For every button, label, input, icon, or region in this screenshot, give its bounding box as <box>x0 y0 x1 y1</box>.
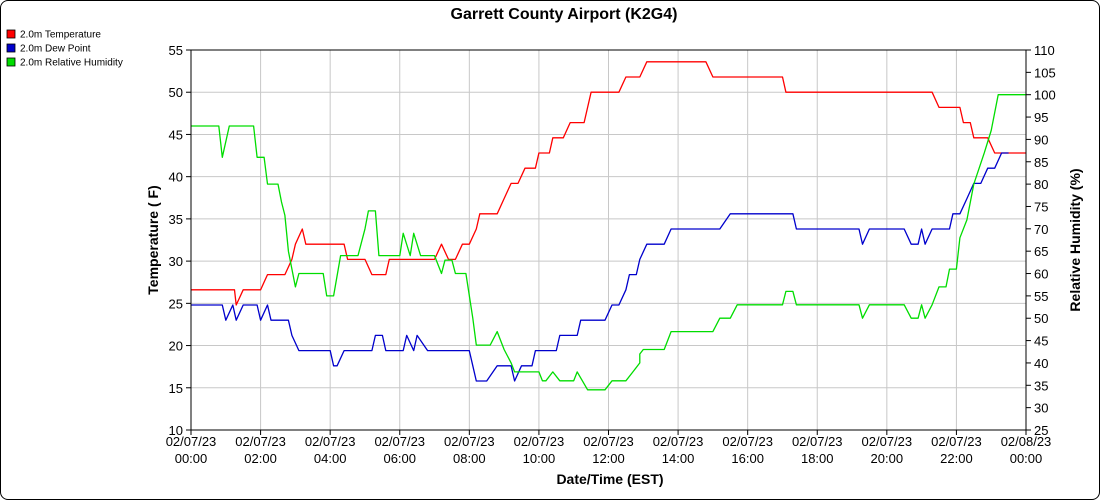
y2-axis-title: Relative Humidity (%) <box>1067 168 1083 311</box>
legend-swatch <box>6 57 16 67</box>
y2-tick-label: 30 <box>1034 401 1048 416</box>
y2-tick-label: 75 <box>1034 199 1048 214</box>
x-tick-label-date: 02/07/23 <box>444 434 495 449</box>
x-tick-label-time: 16:00 <box>731 451 764 466</box>
x-tick-label-time: 18:00 <box>801 451 834 466</box>
y2-tick-label: 105 <box>1034 65 1056 80</box>
x-tick-label-date: 02/07/23 <box>374 434 425 449</box>
x-tick-label-time: 00:00 <box>175 451 208 466</box>
y-tick-label: 20 <box>169 339 183 354</box>
y2-tick-label: 45 <box>1034 334 1048 349</box>
y2-tick-label: 80 <box>1034 177 1048 192</box>
y2-tick-label: 70 <box>1034 222 1048 237</box>
y2-axis-ticks: 25 30 35 40 45 50 55 60 65 70 75 80 85 90 95 100 105 110 <box>1026 43 1056 438</box>
y-axis-ticks: 10 15 20 25 30 35 40 45 50 55 <box>169 43 191 438</box>
x-axis-ticks: 02/07/23 00:00 02/07/23 02:00 02/07/23 04:00 0… <box>166 430 1052 466</box>
x-tick-label-time: 06:00 <box>383 451 416 466</box>
x-tick-label-date: 02/08/23 <box>1001 434 1052 449</box>
x-tick-label-time: 12:00 <box>592 451 625 466</box>
y-tick-label: 40 <box>169 170 183 185</box>
series-line-2 <box>191 94 1026 391</box>
x-tick-label-date: 02/07/23 <box>166 434 217 449</box>
y2-tick-label: 40 <box>1034 356 1048 371</box>
y2-tick-label: 50 <box>1034 311 1048 326</box>
y-tick-label: 10 <box>169 423 183 438</box>
y-tick-label: 35 <box>169 212 183 227</box>
y-tick-label: 45 <box>169 127 183 142</box>
y2-tick-label: 100 <box>1034 88 1056 103</box>
x-tick-label-date: 02/07/23 <box>792 434 843 449</box>
x-tick-label-time: 04:00 <box>314 451 347 466</box>
x-tick-label-time: 10:00 <box>523 451 556 466</box>
y2-tick-label: 25 <box>1034 423 1048 438</box>
y2-tick-label: 65 <box>1034 244 1048 259</box>
y2-tick-label: 110 <box>1034 43 1055 58</box>
x-tick-label-time: 14:00 <box>662 451 695 466</box>
x-axis-title: Date/Time (EST) <box>556 471 663 487</box>
legend-label: 2.0m Dew Point <box>20 44 91 55</box>
y2-tick-label: 55 <box>1034 289 1048 304</box>
chart-title: Garrett County Airport (K2G4) <box>451 6 678 23</box>
y2-tick-label: 95 <box>1034 110 1048 125</box>
y2-tick-label: 85 <box>1034 155 1048 170</box>
legend-label: 2.0m Temperature <box>20 30 101 41</box>
x-tick-label-date: 02/07/23 <box>653 434 704 449</box>
y-tick-label: 30 <box>169 254 183 269</box>
x-tick-label-time: 08:00 <box>453 451 486 466</box>
x-tick-label-date: 02/07/23 <box>583 434 634 449</box>
series-line-1 <box>191 152 1009 382</box>
y2-tick-label: 35 <box>1034 378 1048 393</box>
y-axis-title: Temperature ( F) <box>145 185 161 294</box>
legend-swatch <box>6 43 16 53</box>
x-tick-label-date: 02/07/23 <box>862 434 913 449</box>
series-layer <box>191 61 1026 391</box>
x-tick-label-time: 00:00 <box>1010 451 1043 466</box>
x-tick-label-time: 22:00 <box>940 451 973 466</box>
y2-tick-label: 60 <box>1034 267 1048 282</box>
x-tick-label-date: 02/07/23 <box>722 434 773 449</box>
y-tick-label: 50 <box>169 85 183 100</box>
y-tick-label: 25 <box>169 296 183 311</box>
legend: 2.0m Temperature 2.0m Dew Point 2.0m Relat… <box>6 29 123 69</box>
x-tick-label-date: 02/07/23 <box>514 434 565 449</box>
series-line-0 <box>191 61 1026 306</box>
x-tick-label-time: 20:00 <box>871 451 904 466</box>
y-tick-label: 55 <box>169 43 183 58</box>
x-tick-label-date: 02/07/23 <box>305 434 356 449</box>
x-tick-label-date: 02/07/23 <box>931 434 982 449</box>
x-tick-label-date: 02/07/23 <box>235 434 286 449</box>
x-tick-label-time: 02:00 <box>244 451 277 466</box>
y-tick-label: 15 <box>169 381 183 396</box>
legend-label: 2.0m Relative Humidity <box>20 58 123 69</box>
legend-swatch <box>6 29 16 39</box>
y2-tick-label: 90 <box>1034 132 1048 147</box>
